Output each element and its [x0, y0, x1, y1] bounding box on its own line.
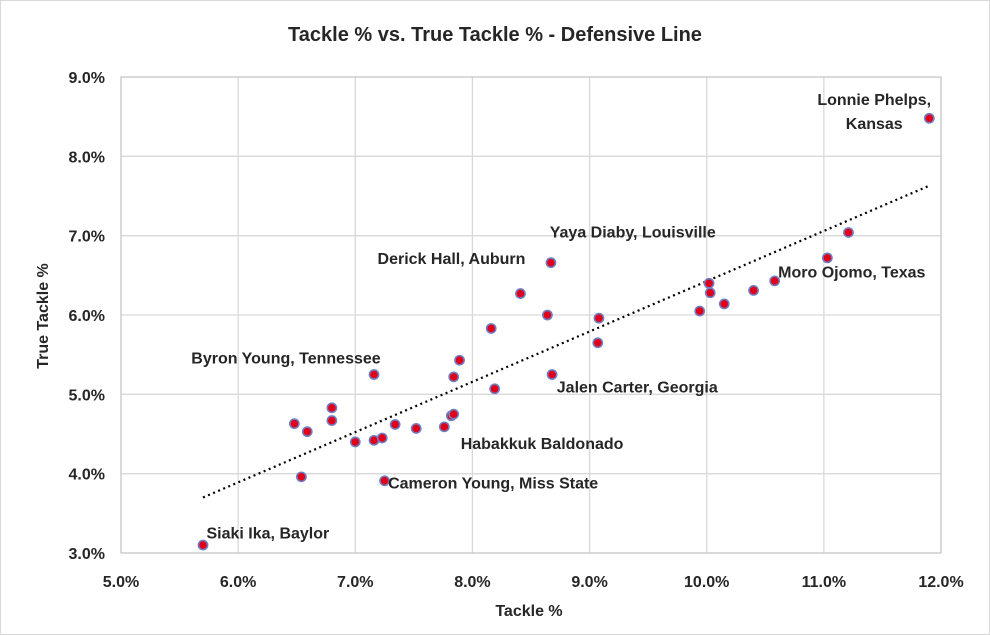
data-point [748, 285, 759, 296]
data-point [410, 423, 422, 434]
x-tick-label: 8.0% [454, 574, 490, 591]
points-layer [197, 112, 935, 551]
data-point [326, 415, 338, 426]
x-tick-label: 12.0% [918, 574, 963, 591]
data-point [448, 408, 460, 420]
x-tick-label: 11.0% [802, 574, 846, 591]
point-annotation: Lonnie Phelps, Kansas [817, 92, 931, 133]
x-tick-label: 5.0% [103, 574, 139, 591]
data-point [843, 227, 854, 238]
point-annotation: Byron Young, Tennessee [191, 350, 380, 367]
x-tick-label: 9.0% [571, 574, 607, 591]
point-annotation: Siaki Ika, Baylor [207, 526, 330, 543]
annotations-layer: Lonnie Phelps, Kansas Yaya Diaby, Louisvil… [191, 92, 931, 543]
data-point [592, 337, 604, 349]
data-point [326, 402, 338, 414]
data-point [368, 369, 380, 380]
data-point [704, 287, 716, 299]
y-tick-label: 6.0% [69, 308, 105, 325]
data-point [389, 419, 401, 430]
data-point [546, 369, 558, 380]
x-tick-label: 6.0% [220, 574, 256, 591]
data-point [197, 539, 209, 551]
data-point [515, 288, 526, 299]
point-annotation: Yaya Diaby, Louisville [550, 224, 716, 241]
data-point [288, 418, 300, 430]
data-point [769, 275, 781, 287]
y-tick-label: 5.0% [69, 387, 105, 404]
point-annotation: Moro Ojomo, Texas [778, 265, 925, 282]
point-annotation: Jalen Carter, Georgia [557, 380, 718, 397]
y-tick-label: 3.0% [69, 546, 105, 563]
data-point [438, 421, 450, 433]
x-tick-label: 10.0% [684, 574, 729, 591]
data-point [485, 323, 497, 334]
gridlines [120, 76, 942, 554]
data-point [454, 354, 465, 366]
x-tick-label: 7.0% [337, 574, 373, 591]
data-point [349, 436, 361, 448]
data-point [489, 383, 501, 395]
point-annotation: Derick Hall, Auburn [378, 251, 526, 268]
data-point [376, 432, 388, 444]
y-axis-title: True Tackle % [35, 263, 52, 369]
tick-labels-layer: 5.0% 6.0% 7.0% 8.0% 9.0% 10.0% 11.0% 12.0% 3.0% 4… [69, 70, 964, 591]
data-point [301, 426, 313, 438]
data-point [923, 112, 935, 124]
data-point [593, 312, 605, 324]
point-annotation: Habakkuk Baldonado [461, 436, 624, 453]
data-point [448, 371, 460, 383]
point-annotation: Cameron Young, Miss State [388, 476, 598, 493]
data-point [694, 305, 706, 317]
data-point [718, 298, 730, 310]
y-tick-label: 8.0% [69, 149, 105, 166]
chart-title: Tackle % vs. True Tackle % - Defensive L… [288, 24, 702, 46]
data-point [379, 475, 390, 487]
data-point [542, 309, 553, 321]
data-point [545, 257, 557, 269]
plot-area-border [120, 76, 942, 554]
y-tick-label: 4.0% [69, 467, 105, 484]
y-tick-label: 7.0% [69, 229, 105, 246]
y-tick-label: 9.0% [69, 70, 105, 87]
data-point [295, 471, 307, 483]
data-point [821, 252, 833, 264]
x-axis-title: Tackle % [495, 603, 562, 620]
data-point [703, 277, 715, 289]
